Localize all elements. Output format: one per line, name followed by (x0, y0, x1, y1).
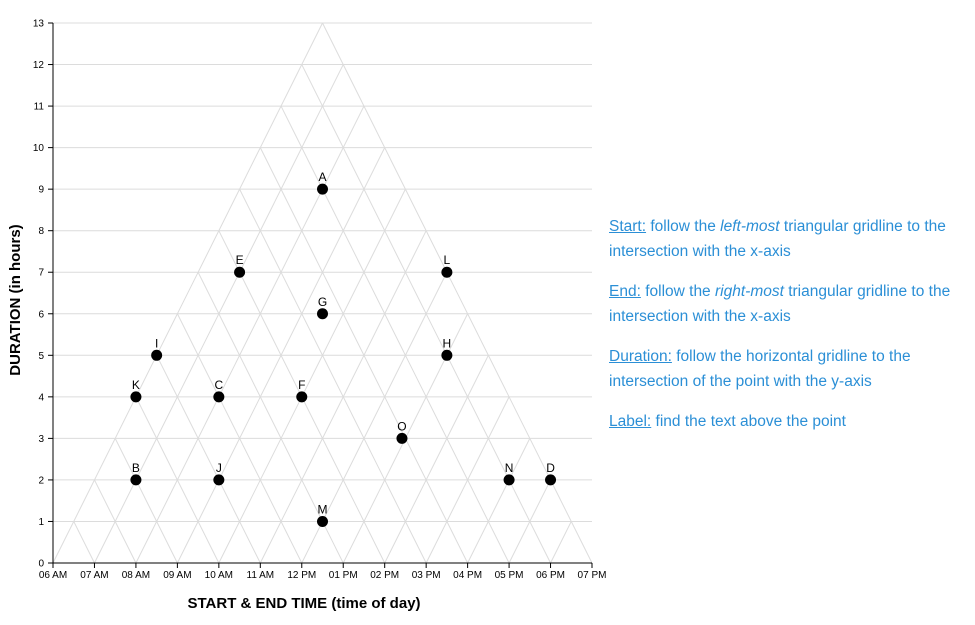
point-label-g: G (318, 295, 327, 309)
point-label-l: L (444, 253, 451, 267)
x-tick-label: 07 AM (80, 570, 108, 581)
end-gridline (176, 313, 303, 564)
point-label-f: F (298, 378, 305, 392)
x-axis-title: START & END TIME (time of day) (187, 595, 420, 612)
data-point-i (151, 349, 163, 361)
point-label-h: H (443, 336, 452, 350)
instruction-text: find the text above the point (651, 413, 846, 430)
y-tick-label: 2 (38, 475, 44, 486)
start-gridline (52, 22, 323, 564)
reading-instructions: Start: follow the left-most triangular g… (609, 214, 971, 449)
instruction-label: Label: find the text above the point (609, 409, 971, 434)
x-tick-label: 09 AM (163, 570, 191, 581)
x-tick-label: 01 PM (329, 570, 358, 581)
start-gridline (301, 272, 448, 564)
data-point-b (130, 474, 142, 486)
y-tick-label: 5 (38, 351, 44, 362)
instruction-text: follow the horizontal gridline to the in… (609, 348, 911, 390)
point-label-d: D (546, 461, 555, 475)
data-point-c (213, 391, 225, 403)
instruction-duration: Duration: follow the horizontal gridline… (609, 344, 971, 394)
point-label-o: O (397, 419, 406, 433)
x-tick-label: 08 AM (122, 570, 150, 581)
y-tick-label: 9 (38, 185, 44, 196)
instruction-text: triangular gridline to the intersection … (609, 218, 946, 260)
x-tick-label: 06 AM (39, 570, 67, 581)
y-tick-label: 6 (38, 309, 44, 320)
point-label-b: B (132, 461, 140, 475)
y-tick-label: 8 (38, 226, 44, 237)
instruction-text: follow the (646, 218, 721, 235)
end-gridline (135, 396, 220, 564)
end-gridline (156, 355, 261, 564)
point-label-a: A (318, 170, 326, 184)
y-axis-title: DURATION (in hours) (7, 224, 24, 375)
x-tick-label: 05 PM (495, 570, 524, 581)
data-point-f (296, 391, 308, 403)
data-point-k (130, 391, 142, 403)
data-point-h (441, 349, 453, 361)
data-point-o (396, 432, 408, 444)
point-label-c: C (215, 378, 224, 392)
x-tick-label: 02 PM (370, 570, 399, 581)
instruction-key: Label: (609, 413, 652, 430)
data-point-m (317, 515, 328, 527)
y-tick-label: 11 (34, 102, 45, 113)
point-label-m: M (318, 502, 328, 516)
y-tick-label: 13 (33, 19, 45, 30)
instruction-emphasis: left-most (720, 218, 780, 235)
y-tick-label: 12 (33, 60, 45, 71)
instruction-end: End: follow the right-most triangular gr… (609, 279, 971, 329)
data-point-n (503, 474, 515, 486)
end-gridline (322, 22, 593, 564)
point-label-e: E (236, 253, 244, 267)
start-gridline (550, 521, 572, 564)
start-gridline (384, 355, 489, 564)
point-label-i: I (155, 336, 158, 350)
x-tick-label: 04 PM (453, 570, 482, 581)
gridlines (52, 22, 593, 564)
data-point-e (234, 266, 246, 278)
x-tick-label: 03 PM (412, 570, 441, 581)
data-point-j (213, 474, 225, 486)
instruction-key: End: (609, 283, 641, 300)
x-tick-label: 07 PM (578, 570, 607, 581)
end-gridline (73, 521, 95, 564)
y-tick-label: 7 (38, 268, 44, 279)
data-point-d (545, 474, 557, 486)
data-point-l (441, 266, 453, 278)
end-gridline (239, 188, 427, 564)
data-point-a (317, 183, 328, 195)
end-gridline (280, 105, 510, 564)
point-label-j: J (216, 461, 222, 475)
y-tick-label: 4 (38, 392, 44, 403)
y-tick-label: 0 (38, 559, 44, 570)
end-gridline (197, 272, 344, 564)
y-tick-label: 10 (33, 143, 45, 154)
x-tick-label: 12 PM (287, 570, 316, 581)
instruction-start: Start: follow the left-most triangular g… (609, 214, 971, 264)
end-gridline (259, 147, 469, 564)
end-gridline (114, 438, 178, 564)
point-label-k: K (132, 378, 140, 392)
instruction-emphasis: right-most (715, 283, 784, 300)
start-gridline (135, 105, 365, 564)
y-tick-label: 3 (38, 434, 44, 445)
y-tick-label: 1 (38, 517, 44, 528)
x-tick-label: 11 AM (247, 570, 275, 581)
instruction-key: Start: (609, 218, 647, 235)
x-tick-label: 06 PM (536, 570, 565, 581)
instruction-text: triangular gridline to the intersection … (609, 283, 951, 325)
axes: 06 AM 07 AM 08 AM 09 AM 10 AM 11 AM 12 PM 01 PM… (33, 19, 607, 582)
instruction-key: Duration: (609, 348, 672, 365)
data-point-g (317, 308, 328, 320)
start-gridline (218, 188, 406, 564)
end-gridline (94, 479, 137, 564)
instruction-text: follow the (640, 283, 715, 300)
x-tick-label: 10 AM (205, 570, 233, 581)
data-points: A B C D E F G H I J K L M N O (130, 170, 557, 527)
start-gridline (467, 438, 531, 564)
point-label-n: N (505, 461, 514, 475)
